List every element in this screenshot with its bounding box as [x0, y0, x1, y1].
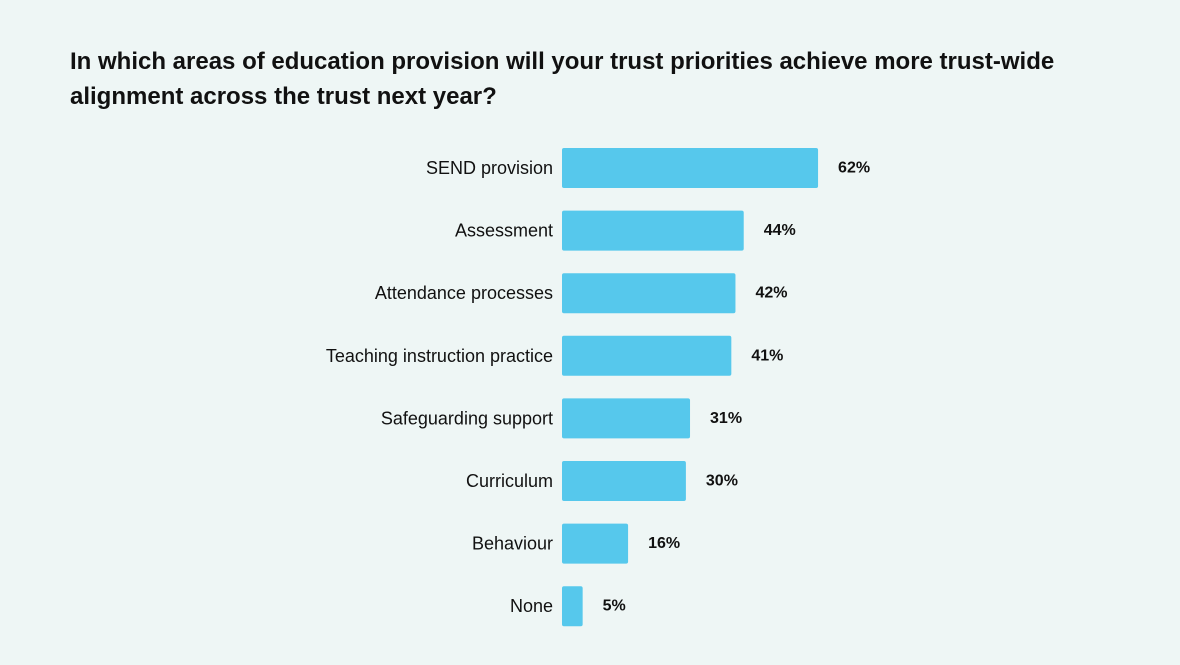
bar	[562, 210, 744, 251]
category-label: None	[510, 596, 553, 616]
bar	[562, 461, 686, 501]
category-label: Curriculum	[466, 471, 553, 491]
value-label: 30%	[706, 473, 738, 490]
category-label: SEND provision	[426, 158, 553, 178]
bar	[562, 335, 732, 376]
category-label: Safeguarding support	[381, 408, 553, 428]
value-label: 16%	[648, 535, 680, 552]
value-label: 44%	[764, 222, 796, 239]
category-label: Attendance processes	[375, 283, 553, 303]
bar	[562, 586, 583, 627]
chart-title: In which areas of education provision wi…	[70, 48, 1055, 110]
category-label: Behaviour	[472, 534, 553, 554]
category-label: Teaching instruction practice	[326, 346, 553, 366]
value-label: 42%	[755, 285, 787, 302]
bar	[562, 398, 691, 439]
category-label: Assessment	[455, 221, 553, 241]
value-label: 41%	[751, 347, 783, 364]
value-label: 31%	[710, 410, 742, 427]
value-label: 5%	[603, 598, 626, 615]
bar	[562, 148, 819, 188]
bar	[562, 273, 736, 314]
value-label: 62%	[838, 160, 870, 177]
bar	[562, 523, 629, 564]
